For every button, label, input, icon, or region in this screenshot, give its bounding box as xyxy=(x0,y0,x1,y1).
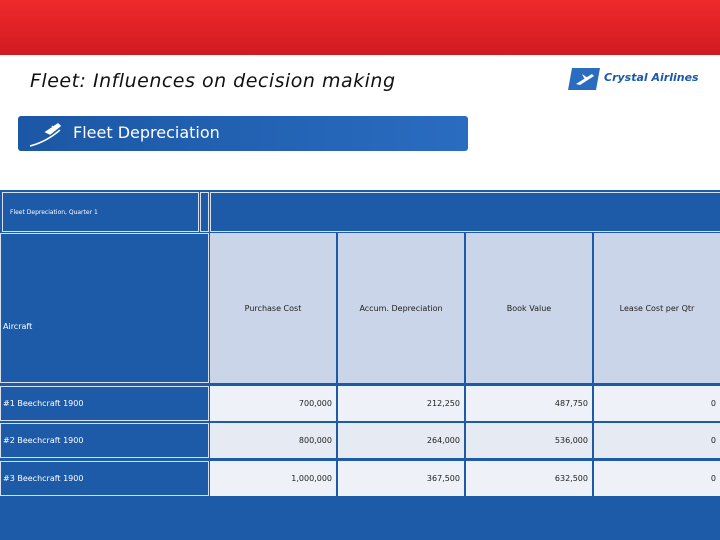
row-label: #3 Beechcraft 1900 xyxy=(0,461,209,496)
table-cell xyxy=(200,192,209,232)
table-value: 212,250 xyxy=(338,386,464,421)
column-header: Lease Cost per Qtr xyxy=(594,233,720,383)
table-value: 0 xyxy=(594,386,720,421)
table-title: Fleet Depreciation, Quarter 1 xyxy=(2,192,199,232)
row-label: #1 Beechcraft 1900 xyxy=(0,386,209,421)
table-value: 632,500 xyxy=(466,461,592,496)
table-value: 487,750 xyxy=(466,386,592,421)
slide-title: Fleet: Influences on decision making xyxy=(30,70,396,92)
table-value: 0 xyxy=(594,423,720,458)
column-header: Purchase Cost xyxy=(210,233,336,383)
row-header: Aircraft xyxy=(0,233,209,383)
top-bar xyxy=(0,0,720,55)
section-banner xyxy=(18,116,468,151)
brand-name: Crystal Airlines xyxy=(604,71,699,84)
table-value: 800,000 xyxy=(210,423,336,458)
plane-icon xyxy=(29,123,62,147)
row-label: #2 Beechcraft 1900 xyxy=(0,423,209,458)
logo-icon xyxy=(568,68,600,90)
column-header: Accum. Depreciation xyxy=(338,233,464,383)
table-cell xyxy=(210,192,720,232)
table-value: 264,000 xyxy=(338,423,464,458)
table-value: 367,500 xyxy=(338,461,464,496)
table-value: 700,000 xyxy=(210,386,336,421)
column-header: Book Value xyxy=(466,233,592,383)
banner-title: Fleet Depreciation xyxy=(73,123,220,142)
table-value: 536,000 xyxy=(466,423,592,458)
table-value: 0 xyxy=(594,461,720,496)
table-value: 1,000,000 xyxy=(210,461,336,496)
